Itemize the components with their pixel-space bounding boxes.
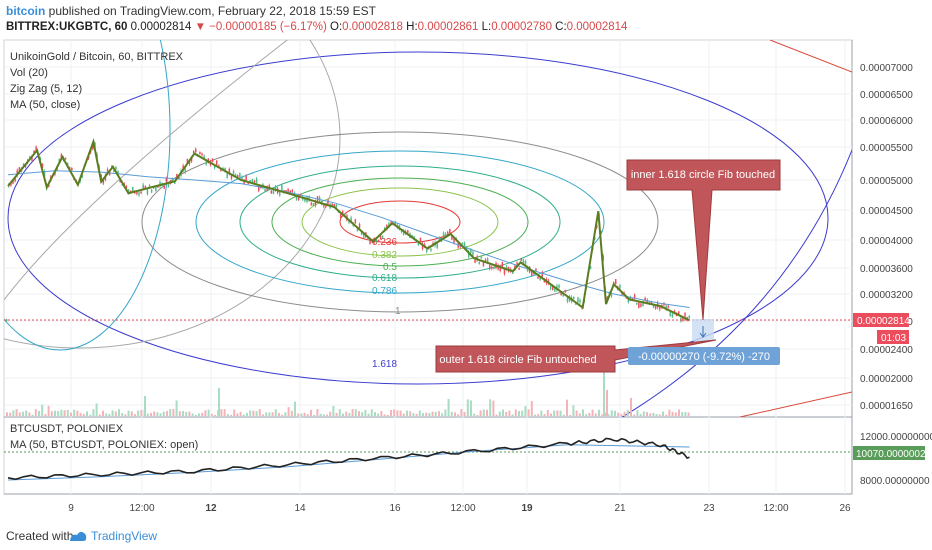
last-price-badge-text: 0.00002814 xyxy=(857,316,910,327)
btc-price-badge: 10070.00000024 xyxy=(853,446,932,460)
callout-outer-text: outer 1.618 circle Fib untouched xyxy=(439,354,596,366)
measure-label[interactable]: -0.00000270 (-9.72%) -270 xyxy=(628,347,780,365)
fib-label-1618: 1.618 xyxy=(372,359,397,370)
zigzag-line[interactable] xyxy=(7,137,690,322)
moving-average-line[interactable] xyxy=(7,170,690,308)
footer: Created with TradingView xyxy=(0,523,932,550)
close-label: C: xyxy=(555,21,567,33)
price-axis-label: 0.00006000 xyxy=(860,116,913,127)
publish-info: published on TradingView.com, February 2… xyxy=(48,4,376,18)
fib-circle-0382[interactable] xyxy=(301,187,499,257)
legend-ma[interactable]: MA (50, close) xyxy=(10,99,80,111)
grid-lines xyxy=(4,40,852,494)
time-axis-label: 26 xyxy=(839,503,851,514)
time-axis-label: 14 xyxy=(294,503,306,514)
fib-label-1: 1 xyxy=(395,306,401,317)
price-axis-label: 0.00003200 xyxy=(860,290,913,301)
outer-fib-circle-1618[interactable] xyxy=(7,51,829,385)
fib-circle-0786[interactable] xyxy=(195,150,605,294)
fib-circle-0618[interactable] xyxy=(239,165,561,279)
btc-price-badge-text: 10070.00000024 xyxy=(856,449,932,460)
publish-header: bitcoin published on TradingView.com, Fe… xyxy=(6,4,376,18)
price-axis-label: 0.00005000 xyxy=(860,176,913,187)
lower-legend-title[interactable]: BTCUSDT, POLONIEX xyxy=(10,423,124,435)
last-price-badge: 0.00002814 01:03 xyxy=(853,313,910,344)
callout-inner-text: inner 1.618 circle Fib touched xyxy=(631,169,775,181)
low-value: 0.00002780 xyxy=(491,21,552,33)
fib-label-0618: 0.618 xyxy=(372,273,397,284)
legend-zigzag[interactable]: Zig Zag (5, 12) xyxy=(10,83,82,95)
price-axis-label: 0.00007000 xyxy=(860,63,913,74)
fib-label-0236: 0.236 xyxy=(372,237,397,248)
fib-label-0382: 0.382 xyxy=(372,250,397,261)
trend-line-bottom-right[interactable] xyxy=(739,391,852,417)
fib-circle-05[interactable] xyxy=(271,177,529,267)
measure-label-text: -0.00000270 (-9.72%) -270 xyxy=(638,351,770,363)
high-label: H: xyxy=(406,21,418,33)
symbol-name: BITTREX:UKGBTC, 60 xyxy=(6,21,128,33)
lower-legend: BTCUSDT, POLONIEX MA (50, BTCUSDT, POLON… xyxy=(10,423,198,451)
measure-down-arrow-icon xyxy=(699,326,707,338)
down-arrow-icon: ▼ xyxy=(194,21,206,33)
author-link[interactable]: bitcoin xyxy=(6,4,46,18)
open-label: O: xyxy=(330,21,343,33)
tradingview-logo-icon[interactable] xyxy=(69,529,87,543)
fib-circle-cyan-left[interactable] xyxy=(0,0,171,351)
countdown-badge-text: 01:03 xyxy=(881,333,906,344)
legend-title[interactable]: UnikoinGold / Bitcoin, 60, BITTREX xyxy=(10,51,184,63)
price-axis-label: 0.00003600 xyxy=(860,264,913,275)
callout-inner[interactable]: inner 1.618 circle Fib touched xyxy=(626,159,781,321)
volume-bars xyxy=(6,348,690,416)
lower-legend-ma[interactable]: MA (50, BTCUSDT, POLONIEX: open) xyxy=(10,439,198,451)
price-axis-label: 0.00001650 xyxy=(860,401,913,412)
price-axis-label: 0.00005500 xyxy=(860,143,913,154)
lower-price-axis-label: 8000.00000000 xyxy=(860,476,930,487)
time-axis-label: 12:00 xyxy=(450,503,475,514)
price-axis-label: 0.00004500 xyxy=(860,206,913,217)
time-axis[interactable]: 9 12:00 12 14 16 12:00 19 21 23 12:00 26 xyxy=(68,503,851,514)
lower-price-axis-label: 12000.00000000 xyxy=(860,432,932,443)
time-axis-label: 12:00 xyxy=(763,503,788,514)
chart-canvas[interactable]: 0.236 0.382 0.5 0.618 0.786 1 1.618 inne… xyxy=(0,0,932,523)
low-label: L: xyxy=(481,21,492,33)
time-axis-label: 23 xyxy=(703,503,715,514)
fib-arc-blue-right[interactable] xyxy=(600,149,852,430)
fib-circle-0236[interactable] xyxy=(339,200,461,244)
fib-label-05: 0.5 xyxy=(383,262,397,273)
price-axis-label: 0.00002400 xyxy=(860,345,913,356)
price-axis-label: 0.00006500 xyxy=(860,90,913,101)
last-price: 0.00002814 xyxy=(130,21,192,33)
price-change: −0.00000185 (−6.17%) xyxy=(209,21,327,33)
high-value: 0.00002861 xyxy=(417,21,479,33)
open-value: 0.00002818 xyxy=(342,21,403,33)
btc-price-line[interactable] xyxy=(7,437,690,481)
fib-circle-gray-large[interactable] xyxy=(0,0,341,349)
tradingview-link[interactable]: TradingView xyxy=(91,529,158,543)
legend-vol[interactable]: Vol (20) xyxy=(10,67,48,79)
time-axis-label: 12:00 xyxy=(129,503,154,514)
price-axis[interactable]: 0.00007000 0.00006500 0.00006000 0.00005500… xyxy=(860,63,913,412)
lower-price-axis[interactable]: 12000.00000000 8000.00000000 xyxy=(860,432,932,487)
price-axis-label: 0.00004000 xyxy=(860,236,913,247)
main-legend: UnikoinGold / Bitcoin, 60, BITTREX Vol (… xyxy=(10,51,184,111)
time-axis-label: 19 xyxy=(521,503,533,514)
fib-label-0786: 0.786 xyxy=(372,286,397,297)
time-axis-label: 21 xyxy=(614,503,626,514)
close-value: 0.00002814 xyxy=(566,21,628,33)
time-axis-label: 12 xyxy=(205,503,217,514)
symbol-header: BITTREX:UKGBTC, 60 0.00002814 ▼ −0.00000… xyxy=(6,21,627,33)
time-axis-label: 9 xyxy=(68,503,74,514)
created-with-label: Created with xyxy=(6,529,74,543)
trend-line-top-right[interactable] xyxy=(769,40,852,73)
price-axis-label: 0.00002000 xyxy=(860,374,913,385)
fib-circle-1[interactable] xyxy=(141,131,659,313)
time-axis-label: 16 xyxy=(389,503,401,514)
fib-arc-gray[interactable] xyxy=(4,30,300,301)
